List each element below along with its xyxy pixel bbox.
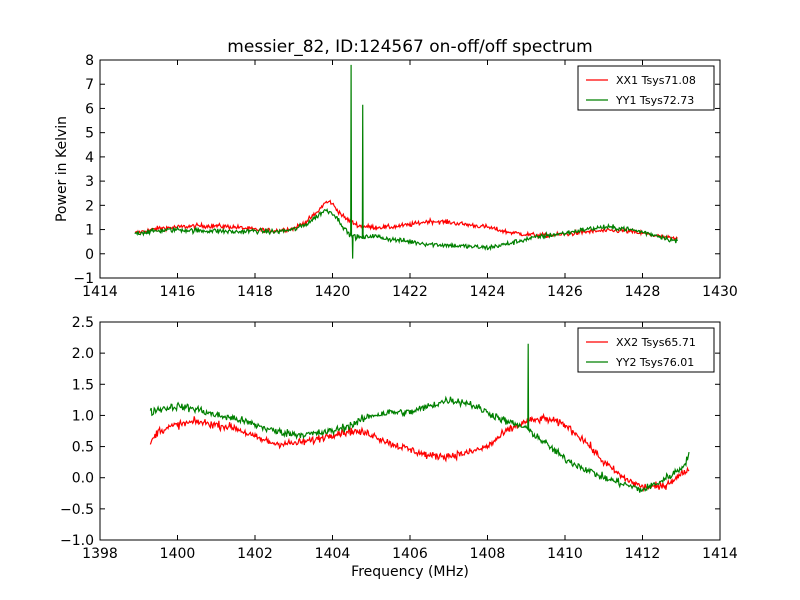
y-tick-label: 6 bbox=[85, 101, 94, 117]
series-line-0-1 bbox=[134, 64, 678, 259]
y-tick-label: 0 bbox=[85, 247, 94, 263]
legend-label: XX1 Tsys71.08 bbox=[616, 74, 696, 87]
x-tick-label: 1430 bbox=[702, 284, 738, 300]
x-tick-label: 1408 bbox=[470, 546, 506, 562]
x-axis-label: Frequency (MHz) bbox=[351, 564, 469, 580]
x-tick-label: 1428 bbox=[625, 284, 661, 300]
y-tick-label: 1 bbox=[85, 223, 94, 239]
y-tick-label: 1.5 bbox=[72, 377, 94, 393]
x-tick-label: 1412 bbox=[625, 546, 661, 562]
legend-label: YY2 Tsys76.01 bbox=[615, 356, 694, 369]
y-tick-label: 8 bbox=[85, 53, 94, 69]
y-tick-label: 2 bbox=[85, 198, 94, 214]
x-tick-label: 1424 bbox=[470, 284, 506, 300]
series-line-0-0 bbox=[134, 199, 678, 241]
bottom-spectrum-plot: 1398 1400 1402 1404 1406 1408 1410 1412 1414 −1.0… bbox=[60, 315, 738, 580]
x-tick-label: 1410 bbox=[547, 546, 583, 562]
y-tick-label: 3 bbox=[85, 174, 94, 190]
x-tick-label: 1416 bbox=[160, 284, 196, 300]
x-tick-label: 1414 bbox=[702, 546, 738, 562]
x-tick-label: 1404 bbox=[315, 546, 351, 562]
top-spectrum-plot: 1414 1416 1418 1420 1422 1424 1426 1428 1430−101… bbox=[54, 53, 738, 300]
x-tick-label: 1402 bbox=[237, 546, 273, 562]
y-tick-label: 0.5 bbox=[72, 440, 94, 456]
legend-label: YY1 Tsys72.73 bbox=[615, 94, 694, 107]
x-tick-label: 1426 bbox=[547, 284, 583, 300]
x-tick-label: 1406 bbox=[392, 546, 428, 562]
y-axis-label: Power in Kelvin bbox=[54, 116, 70, 222]
y-tick-label: 2.5 bbox=[72, 315, 94, 331]
y-tick-label: 1.0 bbox=[72, 408, 94, 424]
legend-label: XX2 Tsys65.71 bbox=[616, 336, 696, 349]
legend-box bbox=[577, 65, 715, 111]
y-tick-label: −1.0 bbox=[60, 533, 94, 549]
x-tick-label: 1420 bbox=[315, 284, 351, 300]
x-tick-label: 1398 bbox=[82, 546, 118, 562]
y-tick-label: −1 bbox=[73, 271, 94, 287]
series-line-1-1 bbox=[149, 343, 690, 493]
x-tick-label: 1418 bbox=[237, 284, 273, 300]
legend: XX1 Tsys71.08 YY1 Tsys72.73 bbox=[577, 65, 715, 111]
x-tick-label: 1414 bbox=[82, 284, 118, 300]
y-tick-label: 2.0 bbox=[72, 346, 94, 362]
y-tick-label: −0.5 bbox=[60, 502, 94, 518]
series-line-1-0 bbox=[149, 412, 690, 493]
legend: XX2 Tsys65.71 YY2 Tsys76.01 bbox=[577, 327, 715, 373]
y-tick-label: 4 bbox=[85, 150, 94, 166]
figure-title: messier_82, ID:124567 on-off/off spectru… bbox=[227, 37, 592, 57]
legend-box bbox=[577, 327, 715, 373]
y-tick-label: 5 bbox=[85, 126, 94, 142]
y-tick-label: 7 bbox=[85, 77, 94, 93]
y-tick-label: 0.0 bbox=[72, 471, 94, 487]
x-tick-label: 1400 bbox=[160, 546, 196, 562]
x-tick-label: 1422 bbox=[392, 284, 428, 300]
